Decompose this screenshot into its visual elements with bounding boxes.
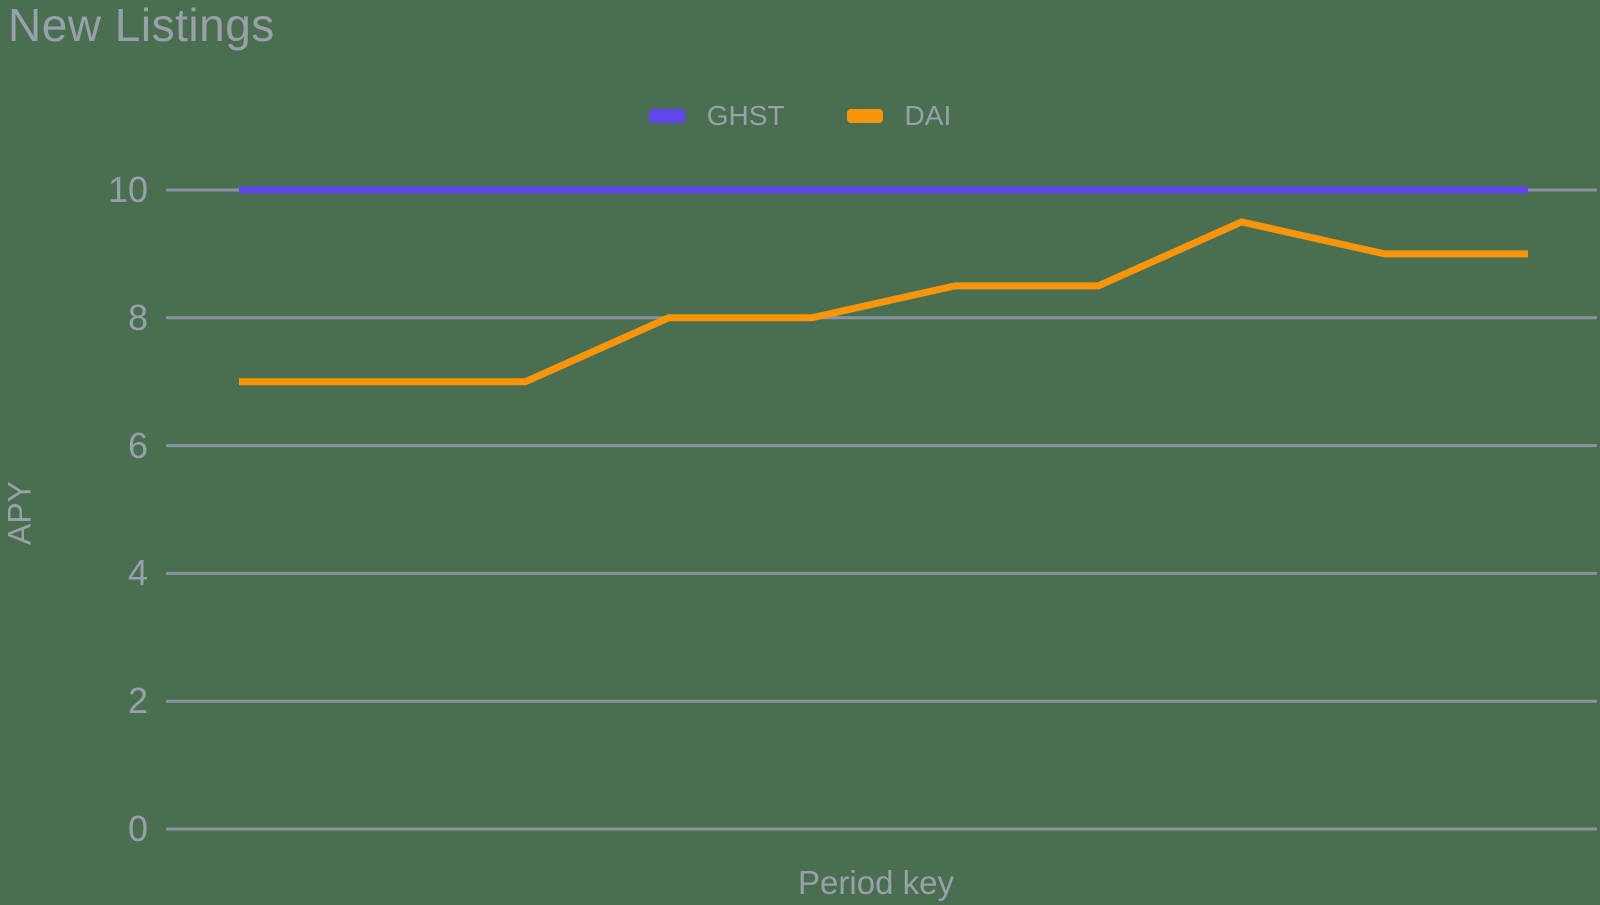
legend-swatch-dai <box>846 109 883 123</box>
y-tick-label-4: 4 <box>127 552 148 594</box>
y-tick-label-0: 0 <box>127 808 148 849</box>
x-axis-label: Period key <box>798 864 954 901</box>
legend-item-dai[interactable]: DAI <box>846 100 952 132</box>
y-tick-label-10: 10 <box>107 169 148 210</box>
legend-label-dai: DAI <box>904 100 952 131</box>
chart-title: New Listings <box>8 0 275 51</box>
legend-swatch-ghst <box>648 109 685 123</box>
chart-legend: GHST DAI <box>0 97 1600 135</box>
y-tick-label-2: 2 <box>127 680 148 722</box>
y-axis-label: APY <box>1 480 38 546</box>
series-line-dai[interactable] <box>239 218 1528 386</box>
legend-label-ghst: GHST <box>706 100 785 131</box>
legend-item-ghst[interactable]: GHST <box>648 100 785 132</box>
y-tick-label-8: 8 <box>127 296 148 338</box>
y-tick-label-6: 6 <box>127 424 148 466</box>
